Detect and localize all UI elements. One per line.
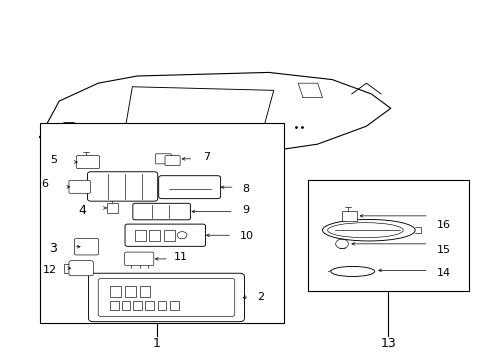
FancyBboxPatch shape [133, 203, 190, 220]
FancyBboxPatch shape [98, 279, 234, 316]
Text: 6: 6 [41, 179, 48, 189]
FancyBboxPatch shape [76, 156, 100, 168]
FancyBboxPatch shape [87, 172, 158, 201]
Ellipse shape [330, 266, 374, 276]
Text: 10: 10 [239, 231, 253, 240]
Bar [135, 230, 145, 241]
Bar [133, 301, 142, 310]
Text: 3: 3 [49, 242, 57, 255]
FancyBboxPatch shape [125, 224, 205, 246]
FancyBboxPatch shape [74, 238, 99, 255]
FancyBboxPatch shape [164, 156, 180, 166]
Bar [145, 301, 154, 310]
Bar [341, 211, 356, 221]
Text: 15: 15 [436, 245, 450, 255]
FancyBboxPatch shape [88, 273, 244, 321]
Bar [110, 301, 119, 310]
Bar [163, 230, 174, 241]
Text: 2: 2 [256, 292, 263, 302]
FancyBboxPatch shape [69, 180, 90, 193]
FancyBboxPatch shape [124, 252, 154, 266]
Bar [140, 286, 150, 297]
Bar [98, 128, 115, 142]
Text: 16: 16 [436, 220, 450, 230]
Bar [125, 286, 136, 297]
Bar [307, 180, 468, 291]
Text: 7: 7 [203, 152, 210, 162]
Text: 13: 13 [380, 337, 395, 350]
Bar [122, 301, 130, 310]
Text: 5: 5 [50, 155, 57, 165]
Bar [107, 203, 118, 213]
Bar [110, 286, 121, 297]
Bar [170, 301, 179, 310]
Bar [149, 230, 160, 241]
Text: 8: 8 [242, 184, 249, 194]
FancyBboxPatch shape [155, 154, 171, 164]
Text: 11: 11 [173, 252, 187, 262]
FancyBboxPatch shape [69, 261, 93, 276]
Text: 14: 14 [436, 268, 450, 278]
Ellipse shape [327, 223, 403, 238]
Ellipse shape [322, 220, 414, 241]
FancyBboxPatch shape [158, 176, 220, 199]
Bar [158, 301, 166, 310]
Text: 9: 9 [242, 206, 249, 216]
Text: 4: 4 [78, 204, 86, 217]
Bar [40, 123, 283, 323]
Text: 1: 1 [152, 337, 161, 350]
Text: 12: 12 [42, 265, 57, 275]
